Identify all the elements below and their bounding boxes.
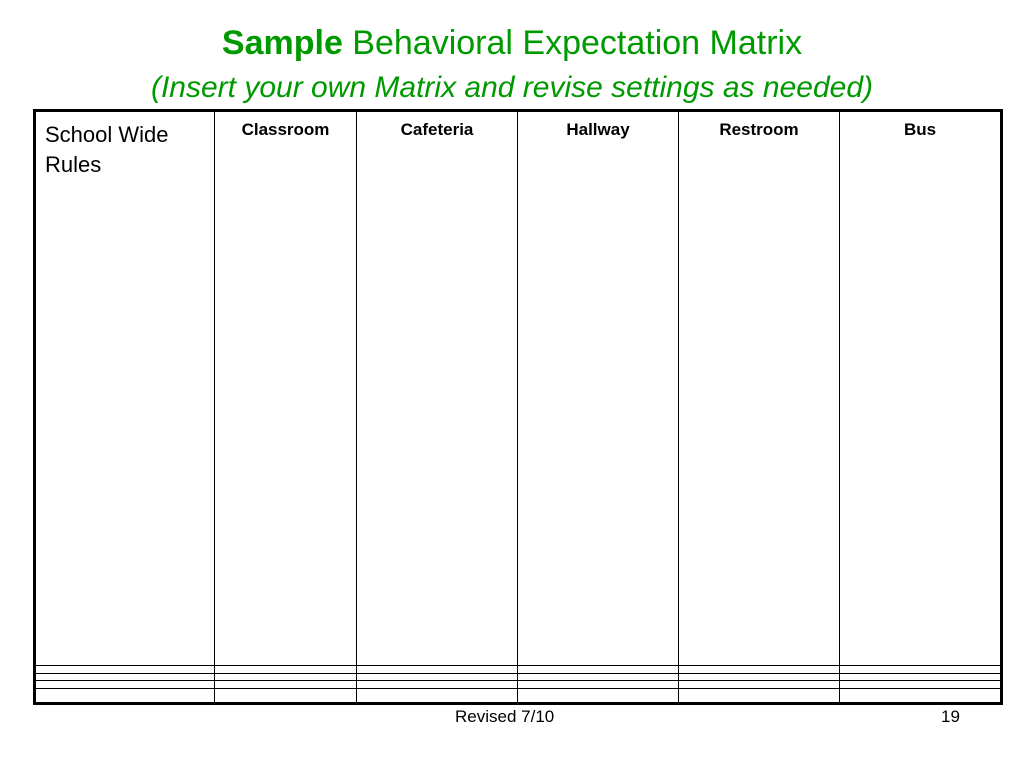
table-cell[interactable] bbox=[678, 687, 840, 705]
title-rest: Behavioral Expectation Matrix bbox=[342, 24, 803, 62]
table-cell[interactable] bbox=[678, 680, 840, 689]
table-cell[interactable] bbox=[839, 672, 1002, 682]
table-cell[interactable] bbox=[839, 687, 1002, 705]
table-cell[interactable] bbox=[356, 680, 518, 689]
table-cell[interactable] bbox=[517, 672, 679, 682]
slide-title: Sample Behavioral Expectation Matrix bbox=[0, 22, 1024, 64]
table-cell[interactable] bbox=[356, 672, 518, 682]
page-number: 19 bbox=[941, 707, 960, 726]
table-cell[interactable] bbox=[214, 672, 357, 682]
table-cell[interactable] bbox=[517, 687, 679, 705]
header-cell-bus: Bus bbox=[839, 110, 1002, 666]
table-row bbox=[34, 672, 1002, 682]
table-cell[interactable] bbox=[214, 687, 357, 705]
header-row: School Wide Rules Classroom Cafeteria Ha… bbox=[34, 110, 1002, 666]
table-row bbox=[34, 680, 1002, 689]
title-bold: Sample bbox=[221, 24, 343, 62]
revised-date: Revised 7/10 bbox=[455, 707, 555, 726]
header-cell-hallway: Hallway bbox=[517, 110, 679, 666]
table-cell[interactable] bbox=[34, 665, 215, 674]
table-cell[interactable] bbox=[214, 680, 357, 689]
table-cell[interactable] bbox=[356, 665, 518, 674]
table-cell[interactable] bbox=[678, 672, 840, 682]
header-cell-cafeteria: Cafeteria bbox=[356, 110, 518, 666]
table-row bbox=[34, 687, 1002, 705]
table-cell[interactable] bbox=[839, 680, 1002, 689]
table-cell[interactable] bbox=[34, 672, 215, 682]
slide-subtitle: (Insert your own Matrix and revise setti… bbox=[150, 71, 873, 104]
table-row bbox=[34, 665, 1002, 674]
table-cell[interactable] bbox=[34, 680, 215, 689]
table-cell[interactable] bbox=[214, 665, 357, 674]
table-cell[interactable] bbox=[517, 665, 679, 674]
table-cell[interactable] bbox=[517, 680, 679, 689]
table-cell[interactable] bbox=[356, 687, 518, 705]
header-cell-classroom: Classroom bbox=[214, 110, 357, 666]
table-cell[interactable] bbox=[839, 665, 1002, 674]
header-cell-restroom: Restroom bbox=[678, 110, 840, 666]
behavior-matrix-table: School Wide Rules Classroom Cafeteria Ha… bbox=[33, 109, 1003, 705]
header-cell-school-wide-rules: School Wide Rules bbox=[34, 110, 215, 666]
table-cell[interactable] bbox=[678, 665, 840, 674]
table-cell[interactable] bbox=[34, 687, 215, 705]
